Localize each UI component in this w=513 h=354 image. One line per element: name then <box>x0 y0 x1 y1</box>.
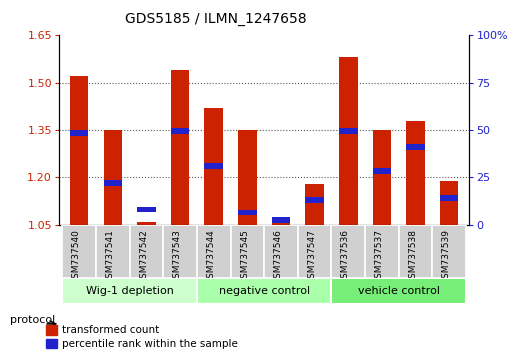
Bar <box>104 130 122 225</box>
Bar <box>171 70 189 225</box>
Bar <box>272 217 290 223</box>
Text: GSM737536: GSM737536 <box>341 229 350 284</box>
Bar <box>406 121 425 225</box>
Bar <box>440 195 459 201</box>
Bar <box>63 225 96 278</box>
Bar <box>171 128 189 134</box>
Text: GSM737539: GSM737539 <box>442 229 451 284</box>
Bar <box>264 225 298 278</box>
Text: GSM737546: GSM737546 <box>274 229 283 284</box>
Text: GSM737545: GSM737545 <box>240 229 249 284</box>
Bar <box>339 128 358 134</box>
Text: Wig-1 depletion: Wig-1 depletion <box>86 286 173 296</box>
Bar <box>305 184 324 225</box>
Bar <box>205 108 223 225</box>
Bar <box>372 130 391 225</box>
Text: GDS5185 / ILMN_1247658: GDS5185 / ILMN_1247658 <box>125 12 306 27</box>
Bar <box>197 225 230 278</box>
Legend: transformed count, percentile rank within the sample: transformed count, percentile rank withi… <box>46 325 238 349</box>
Bar <box>230 225 264 278</box>
Bar <box>205 163 223 169</box>
Bar <box>104 180 122 186</box>
Bar <box>70 130 88 136</box>
Bar <box>298 225 331 278</box>
Bar <box>238 130 256 225</box>
Bar <box>163 225 197 278</box>
Bar <box>365 225 399 278</box>
Text: protocol: protocol <box>10 315 55 325</box>
Text: GSM737543: GSM737543 <box>173 229 182 284</box>
Text: GSM737542: GSM737542 <box>139 229 148 284</box>
Bar <box>197 278 331 304</box>
Text: GSM737541: GSM737541 <box>106 229 114 284</box>
Bar <box>305 197 324 203</box>
Bar <box>272 222 290 225</box>
Bar <box>432 225 466 278</box>
Text: GSM737538: GSM737538 <box>408 229 417 284</box>
Bar <box>137 222 156 225</box>
Bar <box>440 181 459 225</box>
Text: vehicle control: vehicle control <box>358 286 440 296</box>
Bar <box>130 225 163 278</box>
Bar <box>399 225 432 278</box>
Bar <box>63 278 197 304</box>
Bar <box>339 57 358 225</box>
Text: GSM737544: GSM737544 <box>206 229 215 284</box>
Bar <box>331 278 466 304</box>
Text: GSM737537: GSM737537 <box>374 229 384 284</box>
Bar <box>96 225 130 278</box>
Text: GSM737547: GSM737547 <box>307 229 317 284</box>
Text: GSM737540: GSM737540 <box>72 229 81 284</box>
Bar <box>70 76 88 225</box>
Text: negative control: negative control <box>219 286 310 296</box>
Bar <box>137 207 156 212</box>
Bar <box>331 225 365 278</box>
Bar <box>372 168 391 174</box>
Bar <box>238 210 256 215</box>
Bar <box>406 144 425 150</box>
